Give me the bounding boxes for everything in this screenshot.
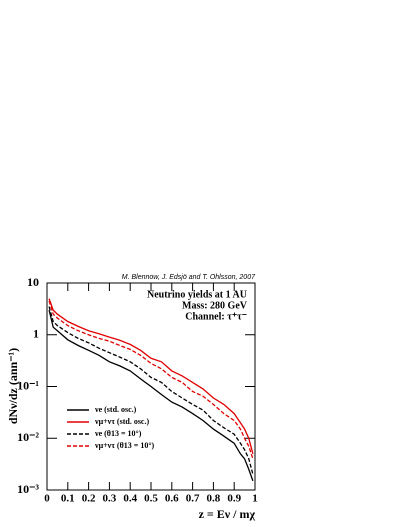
y-axis-label: dNν/dz (ann⁻¹) [6, 348, 20, 424]
x-tick-label: 0.4 [123, 493, 137, 505]
y-tick-label: 10⁻³ [17, 482, 39, 496]
x-tick-label: 0.9 [227, 493, 241, 505]
x-tick-label: 0.7 [186, 493, 200, 505]
legend-label: νe (θ13 = 10°) [94, 429, 142, 438]
legend-label: νe (std. osc.) [94, 405, 137, 414]
y-tick-label: 10⁻² [17, 430, 39, 444]
series-line [48, 306, 254, 475]
x-tick-label: 0 [44, 493, 50, 505]
x-tick-label: 0.1 [61, 493, 75, 505]
x-tick-label: 1 [252, 493, 258, 505]
legend-label: νμ+ντ (std. osc.) [94, 417, 149, 426]
x-tick-label: 0.3 [103, 493, 117, 505]
x-tick-label: 0.5 [144, 493, 158, 505]
x-tick-label: 0.8 [207, 493, 221, 505]
y-tick-label: 10 [27, 275, 39, 289]
y-tick-label: 1 [33, 327, 39, 341]
title-line: Neutrino yields at 1 AU [147, 289, 247, 300]
title-line: Channel: τ⁺τ⁻ [185, 311, 247, 322]
credit: M. Blennow, J. Edsjö and T. Ohlsson, 200… [122, 274, 256, 281]
series-line [48, 309, 254, 482]
title-line: Mass: 280 GeV [182, 300, 248, 311]
legend-label: νμ+ντ (θ13 = 10°) [94, 441, 155, 450]
series-line [48, 298, 254, 454]
y-tick-label: 10⁻¹ [17, 378, 39, 392]
x-tick-label: 0.6 [165, 493, 179, 505]
series-line [48, 300, 254, 460]
x-axis-label: z = Eν / mχ [199, 507, 256, 521]
x-tick-label: 0.2 [82, 493, 96, 505]
